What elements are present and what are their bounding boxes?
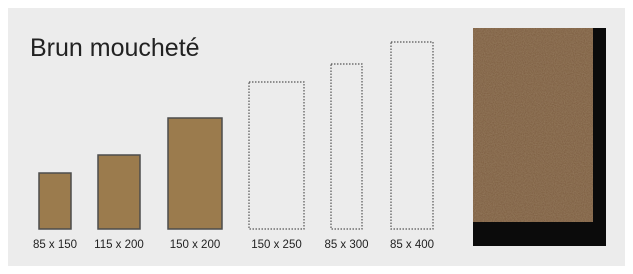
size-label: 115 x 200: [94, 239, 144, 251]
size-swatch: [98, 155, 140, 229]
size-label: 150 x 200: [170, 239, 221, 251]
product-title: Brun moucheté: [30, 34, 200, 62]
product-photo: [473, 28, 606, 246]
size-label: 85 x 400: [390, 239, 434, 251]
size-label: 150 x 250: [251, 239, 302, 251]
size-label: 85 x 150: [33, 239, 77, 251]
size-swatch: [168, 118, 222, 229]
size-label: 85 x 300: [324, 239, 368, 251]
size-swatch: [39, 173, 71, 229]
page: Brun moucheté 85 x 150 115 x 200 150 x 200…: [0, 0, 633, 274]
size-option[interactable]: 85 x 150: [33, 173, 77, 251]
product-panel: Brun moucheté 85 x 150 115 x 200 150 x 200…: [0, 0, 633, 274]
photo-rug: [473, 28, 593, 222]
